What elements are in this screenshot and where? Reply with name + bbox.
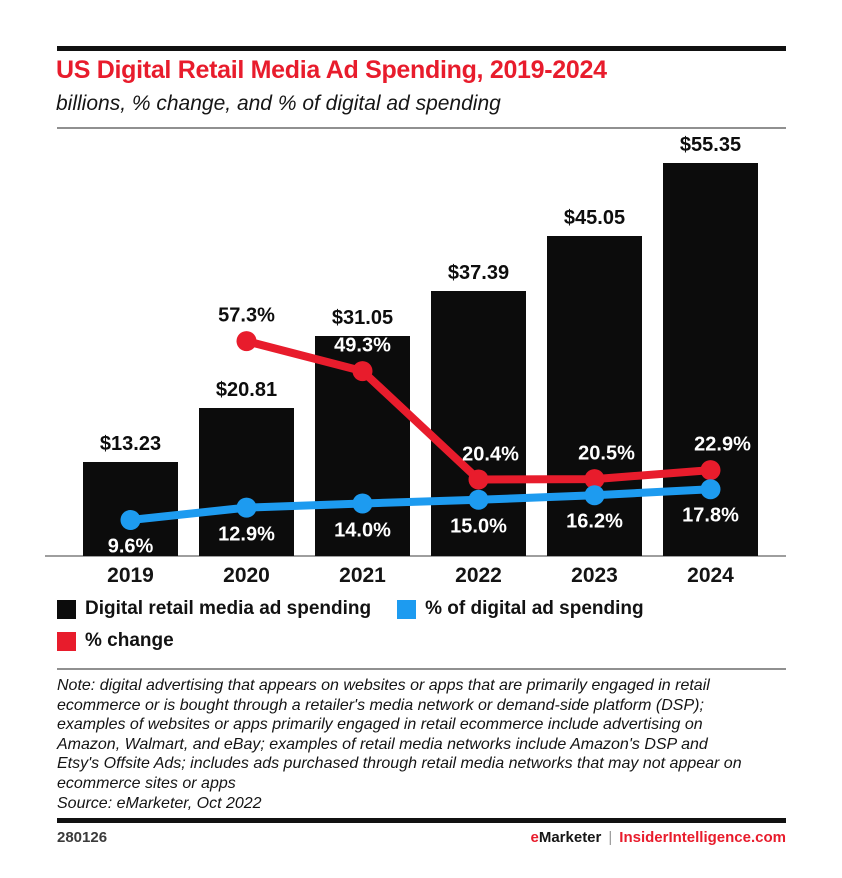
bar-value-label-2024: $55.35 [679, 134, 742, 157]
x-axis-label-2024: 2024 [687, 564, 734, 587]
pct-of-digital-label-2023: 16.2% [566, 510, 623, 533]
legend-row-2: % change [57, 630, 670, 652]
legend-label-pct-of-digital: % of digital ad spending [425, 598, 644, 619]
x-axis-label-2020: 2020 [223, 564, 270, 587]
pct-change-point-2024 [700, 460, 721, 481]
x-axis-label-2022: 2022 [455, 564, 502, 587]
bar-value-label-2022: $37.39 [447, 261, 510, 284]
source-text: Source: eMarketer, Oct 2022 [57, 794, 262, 812]
brand-separator: | [608, 829, 613, 846]
pct-change-point-2020 [236, 331, 257, 352]
chart-id: 280126 [57, 829, 108, 846]
x-axis-line [45, 555, 786, 557]
pct-of-digital-label-2021: 14.0% [334, 519, 391, 541]
legend-swatch-pct-of-digital [397, 599, 417, 619]
brand-line: eMarketer | InsiderIntelligence.com [530, 829, 786, 846]
pct-of-digital-line [126, 485, 715, 524]
pct-of-digital-point-2021 [352, 493, 373, 514]
pct-of-digital-point-2019 [120, 510, 141, 530]
pct-of-digital-point-2024 [700, 479, 721, 500]
pct-of-digital-label-2022: 15.0% [450, 515, 507, 538]
pct-change-point-2021 [352, 361, 373, 382]
bar-value-label-2019: $13.23 [99, 433, 162, 456]
brand-emarketer-rest: Marketer [538, 829, 602, 846]
note-rule [57, 668, 786, 670]
pct-of-digital-label-2020: 12.9% [218, 523, 275, 546]
legend-item-bars: Digital retail media ad spending [57, 598, 371, 620]
pct-change-label-2023: 20.5% [578, 442, 635, 465]
footer-rule [57, 818, 786, 823]
brand-site-link: InsiderIntelligence.com [619, 829, 786, 846]
pct-change-label-2021: 49.3% [334, 334, 391, 357]
bar-2019 [83, 462, 178, 556]
bar-2020 [199, 408, 294, 556]
pct-of-digital-label-2024: 17.8% [682, 504, 739, 527]
legend-item-pct-of-digital: % of digital ad spending [397, 598, 644, 620]
pct-of-digital-label-2019: 9.6% [107, 535, 154, 558]
pct-change-label-2020: 57.3% [218, 304, 275, 327]
x-axis-label-2021: 2021 [339, 564, 386, 587]
legend-row-1: Digital retail media ad spending % of di… [57, 598, 670, 620]
bar-value-label-2021: $31.05 [331, 306, 394, 329]
pct-change-label-2022: 20.4% [462, 443, 519, 465]
legend-item-pct-change: % change [57, 630, 174, 652]
x-axis-label-2019: 2019 [107, 564, 154, 587]
chart-legend: Digital retail media ad spending % of di… [57, 598, 670, 662]
legend-label-pct-change: % change [85, 630, 174, 651]
pct-of-digital-point-2023 [584, 485, 605, 506]
line-plot [120, 331, 721, 530]
chart-subtitle: billions, % change, and % of digital ad … [56, 92, 501, 115]
top-rule [57, 46, 786, 51]
header-rule [57, 127, 786, 129]
footer: 280126 eMarketer | InsiderIntelligence.com [57, 829, 786, 846]
note-text: Note: digital advertising that appears o… [57, 677, 742, 792]
bar-2022 [431, 290, 526, 556]
x-axis-label-2023: 2023 [571, 564, 618, 587]
legend-swatch-bars [57, 599, 76, 619]
note-block: Note: digital advertising that appears o… [57, 676, 751, 813]
legend-swatch-pct-change [57, 631, 76, 651]
legend-label-bars: Digital retail media ad spending [85, 598, 372, 619]
chart-title: US Digital Retail Media Ad Spending, 201… [56, 56, 607, 84]
bar-value-label-2023: $45.05 [563, 207, 626, 230]
pct-of-digital-point-2022 [468, 489, 489, 510]
brand-emarketer-e: e [530, 829, 539, 846]
pct-of-digital-point-2020 [236, 497, 257, 518]
chart-area: $13.23 2019 $20.81 2020 $31.05 2021 $37.39 2022… [45, 134, 790, 600]
pct-change-point-2022 [468, 469, 489, 490]
pct-change-label-2024: 22.9% [694, 433, 751, 456]
bar-value-label-2020: $20.81 [215, 379, 278, 402]
pct-change-point-2023 [584, 469, 605, 490]
